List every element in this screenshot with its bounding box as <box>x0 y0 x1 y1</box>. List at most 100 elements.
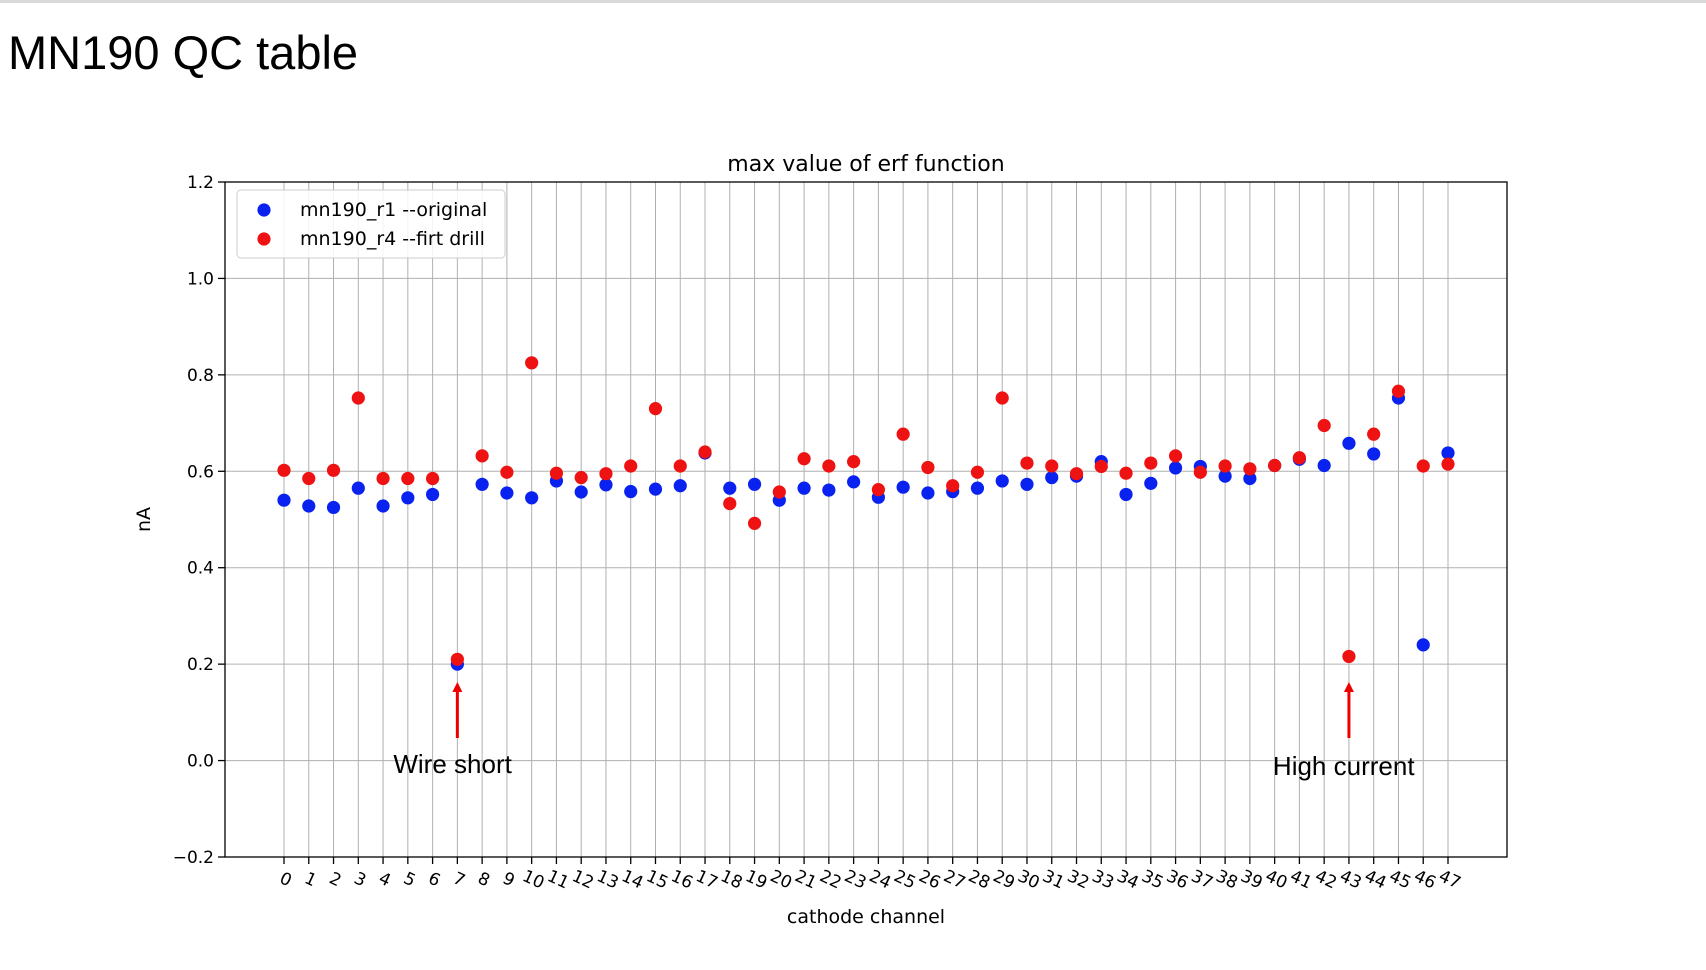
x-tick-label: 36 <box>1163 866 1191 893</box>
x-tick-label: 11 <box>544 866 572 893</box>
annotation-arrow-head <box>1343 682 1354 692</box>
x-tick-label: 17 <box>693 866 721 893</box>
point-r1 <box>797 481 811 495</box>
x-tick-label: 22 <box>816 866 844 893</box>
point-r4 <box>1243 462 1257 476</box>
point-r4 <box>574 470 588 485</box>
x-tick-label: 40 <box>1262 866 1290 893</box>
x-tick-label: 7 <box>450 869 468 892</box>
x-tick-label: 12 <box>569 866 597 893</box>
x-tick-label: 5 <box>400 869 418 892</box>
point-r4 <box>1441 457 1455 471</box>
chart-title: max value of erf function <box>727 152 1004 177</box>
point-r1 <box>648 482 663 496</box>
point-r4 <box>822 459 836 473</box>
slide-top-border <box>0 0 1706 3</box>
x-tick-label: 20 <box>767 866 795 893</box>
x-tick-label: 14 <box>618 866 646 893</box>
point-r1 <box>970 481 985 495</box>
annotation-arrows <box>452 682 1354 738</box>
point-r4 <box>772 485 786 499</box>
x-tick-label: 15 <box>643 866 671 893</box>
point-r1 <box>723 481 737 495</box>
x-tick-label: 0 <box>276 869 294 892</box>
point-r1 <box>1168 461 1183 475</box>
point-r4 <box>1342 649 1356 664</box>
x-axis-ticks: 0 1 2 3 4 5 6 7 8 9 101112131415161718192021222324… <box>276 857 1464 894</box>
point-r1 <box>1218 469 1232 483</box>
legend-marker-r4 <box>257 232 271 246</box>
x-tick-label: 39 <box>1237 866 1265 893</box>
point-r1 <box>574 485 588 499</box>
x-tick-label: 30 <box>1015 866 1043 893</box>
point-r4 <box>302 471 316 486</box>
point-r4 <box>1367 427 1381 441</box>
point-r4 <box>450 652 464 666</box>
point-r4 <box>1045 459 1059 473</box>
point-r1 <box>995 474 1009 488</box>
x-tick-label: 33 <box>1089 866 1117 893</box>
point-r1 <box>822 483 836 497</box>
x-tick-label: 10 <box>519 866 547 893</box>
x-tick-label: 1 <box>301 869 319 892</box>
x-tick-label: 3 <box>351 869 369 892</box>
x-tick-label: 28 <box>965 866 993 893</box>
x-tick-label: 37 <box>1188 866 1216 893</box>
legend: mn190_r1 --original mn190_r4 --firt dril… <box>236 189 506 259</box>
x-tick-label: 13 <box>594 866 622 893</box>
point-r4 <box>921 460 935 475</box>
point-r1 <box>1342 436 1356 450</box>
point-r4 <box>871 483 885 497</box>
point-r1 <box>302 499 316 513</box>
point-r1 <box>425 487 440 502</box>
x-tick-label: 44 <box>1361 866 1389 893</box>
point-r1 <box>376 499 390 513</box>
point-r1 <box>599 478 613 492</box>
point-r4 <box>376 471 390 486</box>
point-r4 <box>1416 459 1430 473</box>
point-r4 <box>277 463 291 477</box>
point-r4 <box>1119 466 1133 480</box>
y-tick-label: 0.0 <box>187 752 214 772</box>
point-r1 <box>1020 477 1034 491</box>
x-tick-label: 32 <box>1064 866 1092 893</box>
y-tick-label: 1.2 <box>187 173 214 193</box>
point-r1 <box>1441 446 1455 460</box>
x-tick-label: 18 <box>717 866 745 893</box>
y-tick-label: 1.0 <box>187 269 214 289</box>
x-tick-label: 47 <box>1436 866 1464 893</box>
x-tick-label: 8 <box>475 869 493 892</box>
x-tick-label: 34 <box>1114 866 1142 893</box>
data-points <box>277 356 1455 671</box>
x-tick-label: 31 <box>1039 866 1067 893</box>
point-r1 <box>351 481 365 495</box>
x-tick-label: 41 <box>1287 866 1315 893</box>
plot-area-frame <box>224 181 1508 858</box>
point-r4 <box>351 391 365 405</box>
y-tick-label: 0.4 <box>187 559 214 579</box>
point-r4 <box>549 466 564 480</box>
slide-title: MN190 QC table <box>8 26 359 79</box>
point-r1 <box>1367 447 1381 461</box>
point-r4 <box>723 496 737 511</box>
point-r1 <box>401 491 415 505</box>
point-r1 <box>500 486 514 500</box>
point-r4 <box>401 471 415 486</box>
x-tick-label: 29 <box>990 866 1018 893</box>
x-tick-label: 6 <box>425 869 443 892</box>
point-r4 <box>1218 459 1232 473</box>
point-r4 <box>896 427 910 441</box>
x-tick-label: 23 <box>841 866 869 893</box>
point-r4 <box>1094 459 1108 474</box>
y-tick-label: 0.8 <box>187 366 214 386</box>
point-r4 <box>970 465 985 479</box>
point-r4 <box>624 459 638 473</box>
y-tick-label: −0.2 <box>173 848 214 868</box>
x-tick-label: 43 <box>1336 866 1364 893</box>
point-r1 <box>525 491 539 505</box>
x-tick-label: 4 <box>376 869 394 892</box>
y-tick-label: 0.6 <box>187 462 214 482</box>
point-r4 <box>475 449 489 463</box>
point-r1 <box>1243 471 1257 486</box>
